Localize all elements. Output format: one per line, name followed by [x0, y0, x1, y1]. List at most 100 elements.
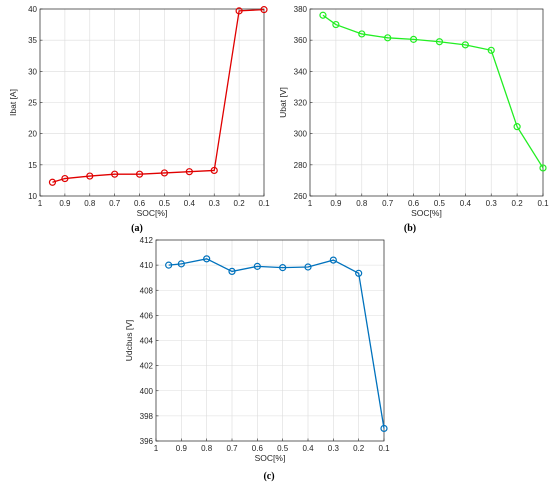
y-tick-label: 30 [28, 67, 37, 76]
x-axis-label: SOC[%] [255, 453, 286, 463]
series-line [322, 14, 544, 169]
data-point [358, 30, 366, 38]
y-axis-label: Udcbus [V] [124, 320, 134, 362]
data-point [61, 174, 69, 183]
x-tick-label: 0.8 [356, 199, 368, 208]
x-tick-label: 0.8 [201, 444, 213, 453]
data-point [487, 46, 495, 54]
data-point [304, 263, 312, 271]
axes-box [155, 239, 385, 442]
y-tick-label: 408 [140, 286, 154, 295]
data-point [329, 256, 337, 264]
x-tick-label: 0.1 [537, 199, 549, 208]
data-point [409, 35, 418, 43]
data-point [384, 34, 392, 42]
data-point [319, 11, 327, 19]
axes-box [309, 8, 544, 197]
panel-caption: (a) [131, 223, 143, 234]
x-tick-label: 1 [154, 444, 159, 453]
x-tick-label: 0.7 [226, 444, 238, 453]
x-tick-label: 0.5 [277, 444, 289, 453]
data-point [260, 6, 268, 14]
chart-panel-3: 1 0.9 0.8 0.7 0.6 0.5 0.4 0.3 0.2 0.1 396 398 400 402… [124, 236, 390, 482]
data-point [86, 172, 94, 180]
y-tick-label: 380 [294, 5, 308, 14]
y-tick-label: 412 [140, 236, 154, 245]
y-tick-label: 410 [140, 261, 154, 270]
panel-caption: (c) [263, 471, 274, 482]
x-tick-label: 0.5 [159, 199, 171, 208]
x-tick-label: 0.4 [460, 199, 472, 208]
data-point [160, 169, 169, 177]
x-tick-label: 0.2 [353, 444, 365, 453]
data-point [513, 123, 521, 131]
y-tick-label: 35 [28, 36, 37, 45]
y-tick-label: 10 [28, 192, 37, 201]
x-tick-label: 0.4 [302, 444, 314, 453]
data-point [185, 168, 193, 176]
y-tick-label: 40 [28, 5, 37, 14]
x-tick-label: 0.7 [109, 199, 121, 208]
x-tick-label: 0.2 [512, 199, 524, 208]
data-point [177, 260, 185, 268]
x-axis-label: SOC[%] [411, 208, 442, 218]
data-point [48, 178, 57, 186]
x-axis-label: SOC[%] [137, 208, 168, 218]
y-tick-label: 398 [140, 412, 154, 421]
x-tick-label: 0.9 [59, 199, 71, 208]
x-tick-label: 0.3 [209, 199, 221, 208]
x-tick-label: 0.4 [184, 199, 196, 208]
y-tick-label: 400 [140, 387, 154, 396]
data-point [203, 255, 211, 263]
x-tick-label: 0.1 [258, 199, 270, 208]
y-tick-label: 406 [140, 311, 154, 320]
x-tick-label: 1 [308, 199, 313, 208]
x-tick-label: 1 [38, 199, 43, 208]
x-tick-label: 0.9 [176, 444, 188, 453]
data-point [228, 267, 236, 276]
x-tick-label: 0.5 [434, 199, 446, 208]
data-point [279, 264, 287, 272]
x-tick-label: 0.8 [84, 199, 96, 208]
data-point [380, 424, 388, 433]
data-point [235, 7, 243, 15]
y-tick-label: 402 [140, 362, 154, 371]
data-point [253, 262, 261, 270]
series-line [168, 258, 385, 429]
data-point [210, 166, 218, 175]
y-tick-label: 280 [294, 161, 308, 170]
y-tick-label: 404 [140, 337, 154, 346]
y-tick-label: 340 [294, 67, 308, 76]
axes-box [39, 8, 265, 197]
x-tick-label: 0.3 [328, 444, 340, 453]
y-tick-label: 20 [28, 130, 37, 139]
y-tick-label: 320 [294, 99, 308, 108]
x-tick-label: 0.2 [234, 199, 246, 208]
x-tick-label: 0.3 [486, 199, 498, 208]
chart-panel-1: 1 0.9 0.8 0.7 0.6 0.5 0.4 0.3 0.2 0.1 10 15 20 25 30 35… [8, 5, 270, 234]
y-tick-label: 25 [28, 99, 37, 108]
x-tick-label: 0.6 [252, 444, 264, 453]
data-point [165, 261, 173, 269]
y-tick-label: 300 [294, 130, 308, 139]
x-tick-label: 0.7 [382, 199, 394, 208]
x-tick-label: 0.9 [330, 199, 342, 208]
data-point [539, 164, 547, 172]
panel-caption: (b) [404, 223, 416, 234]
chart-panel-2: 1 0.9 0.8 0.7 0.6 0.5 0.4 0.3 0.2 0.1 260 280 300 320… [278, 5, 549, 234]
y-tick-label: 15 [28, 161, 37, 170]
data-point [111, 170, 119, 178]
series-line [52, 8, 265, 183]
data-point [461, 41, 469, 49]
x-tick-label: 0.6 [134, 199, 146, 208]
x-tick-label: 0.6 [408, 199, 420, 208]
data-point [435, 38, 444, 46]
y-axis-label: Ibat [A] [8, 89, 18, 116]
y-tick-label: 360 [294, 36, 308, 45]
y-axis-label: Ubat [V] [278, 87, 288, 118]
y-tick-label: 260 [294, 192, 308, 201]
data-point [135, 170, 144, 178]
y-tick-label: 396 [140, 437, 154, 446]
x-tick-label: 0.1 [378, 444, 390, 453]
